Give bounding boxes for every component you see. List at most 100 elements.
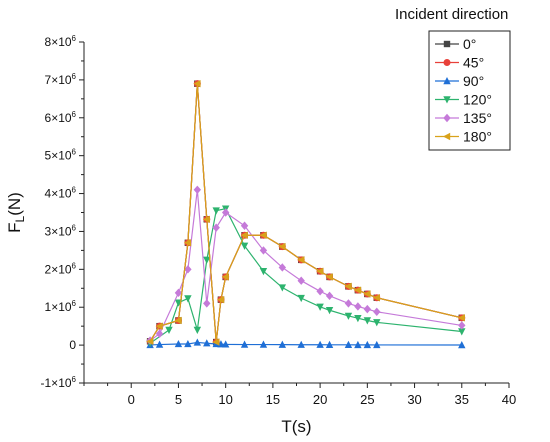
x-tick-label: 25: [360, 392, 374, 407]
x-tick-label: 15: [266, 392, 280, 407]
data-point: [344, 340, 353, 349]
data-point: [278, 263, 287, 272]
legend-label: 45°: [463, 55, 484, 71]
data-point: [216, 295, 225, 304]
legend-marker: [443, 132, 451, 141]
data-point: [165, 326, 173, 334]
legend-item: 0°: [435, 36, 476, 52]
data-point: [344, 282, 352, 291]
data-point: [155, 322, 163, 330]
x-tick-label: 5: [175, 392, 182, 407]
data-point: [363, 340, 372, 349]
legend-item: 120°: [435, 92, 492, 108]
series-180-deg: [146, 79, 465, 346]
data-point: [278, 340, 287, 348]
series-line: [149, 83, 462, 343]
x-tick-label: 35: [455, 392, 469, 407]
data-point: [184, 265, 192, 274]
y-tick-label: 3×106: [45, 223, 77, 238]
data-point: [458, 328, 466, 336]
data-point: [203, 339, 211, 347]
data-point: [297, 276, 305, 285]
data-point: [240, 231, 248, 239]
y-tick-label: 8×106: [45, 34, 77, 49]
data-point: [316, 340, 324, 348]
data-point: [202, 215, 210, 224]
data-point: [458, 321, 466, 330]
series-135-deg: [146, 185, 466, 345]
legend-marker: [443, 40, 451, 48]
data-point: [325, 273, 333, 281]
legend-item: 45°: [435, 55, 484, 71]
data-point: [203, 299, 211, 308]
data-point: [240, 340, 249, 348]
y-tick-label: 7×106: [45, 72, 77, 87]
x-tick-label: 40: [502, 392, 516, 407]
data-point: [373, 340, 381, 349]
x-axis-label: T(s): [281, 417, 311, 436]
data-point: [212, 223, 220, 232]
series-line: [149, 83, 462, 343]
data-point: [155, 329, 164, 338]
data-point: [325, 307, 334, 315]
data-point: [354, 340, 362, 349]
data-point: [212, 338, 220, 346]
legend-marker: [443, 59, 451, 66]
data-point: [193, 185, 202, 194]
data-point: [353, 286, 362, 294]
data-point: [174, 316, 182, 325]
data-point: [363, 304, 372, 314]
data-point: [259, 246, 268, 255]
data-point: [354, 302, 362, 311]
data-point: [316, 267, 324, 275]
data-point: [212, 207, 220, 215]
data-point: [240, 242, 249, 250]
series-120-deg: [146, 205, 466, 348]
data-point: [363, 317, 372, 325]
legend-marker: [443, 77, 451, 85]
y-tick-label: 6×106: [45, 110, 77, 125]
legend-marker: [443, 96, 451, 104]
legend-label: 135°: [463, 110, 492, 126]
data-point: [373, 307, 381, 316]
data-point: [344, 299, 353, 308]
y-tick-label: 5×106: [45, 148, 77, 163]
data-point: [297, 294, 305, 303]
data-point: [316, 287, 324, 296]
data-point: [221, 208, 230, 217]
x-tick-label: 20: [313, 392, 327, 407]
data-point: [325, 291, 334, 301]
y-tick-label: -1×106: [41, 375, 77, 390]
data-point: [373, 319, 381, 327]
y-axis-label: FL(N): [5, 192, 27, 233]
legend-item: 135°: [435, 110, 492, 126]
data-point: [155, 340, 164, 348]
y-tick-label: 2×106: [45, 261, 77, 276]
data-point: [193, 79, 201, 88]
series-line: [149, 208, 462, 344]
data-point: [240, 221, 249, 230]
series-line: [149, 189, 462, 342]
data-point: [193, 338, 202, 346]
data-point: [203, 256, 211, 264]
data-point: [221, 273, 229, 281]
legend-label: 90°: [463, 73, 484, 89]
x-tick-label: 10: [218, 392, 232, 407]
x-tick-label: 30: [407, 392, 421, 407]
data-point: [184, 339, 192, 348]
legend-item: 90°: [435, 73, 484, 89]
series-line: [149, 83, 462, 343]
legend-title: Incident direction: [395, 6, 509, 23]
data-point: [184, 295, 192, 303]
y-tick-label: 4×106: [45, 186, 77, 201]
data-point: [193, 326, 202, 334]
legend-label: 0°: [463, 36, 476, 52]
data-point: [174, 288, 183, 298]
data-point: [259, 231, 267, 239]
data-point: [457, 314, 465, 322]
series-90-deg: [146, 338, 466, 349]
data-point: [278, 242, 286, 251]
data-point: [363, 290, 371, 298]
x-tick-label: 0: [128, 392, 135, 407]
